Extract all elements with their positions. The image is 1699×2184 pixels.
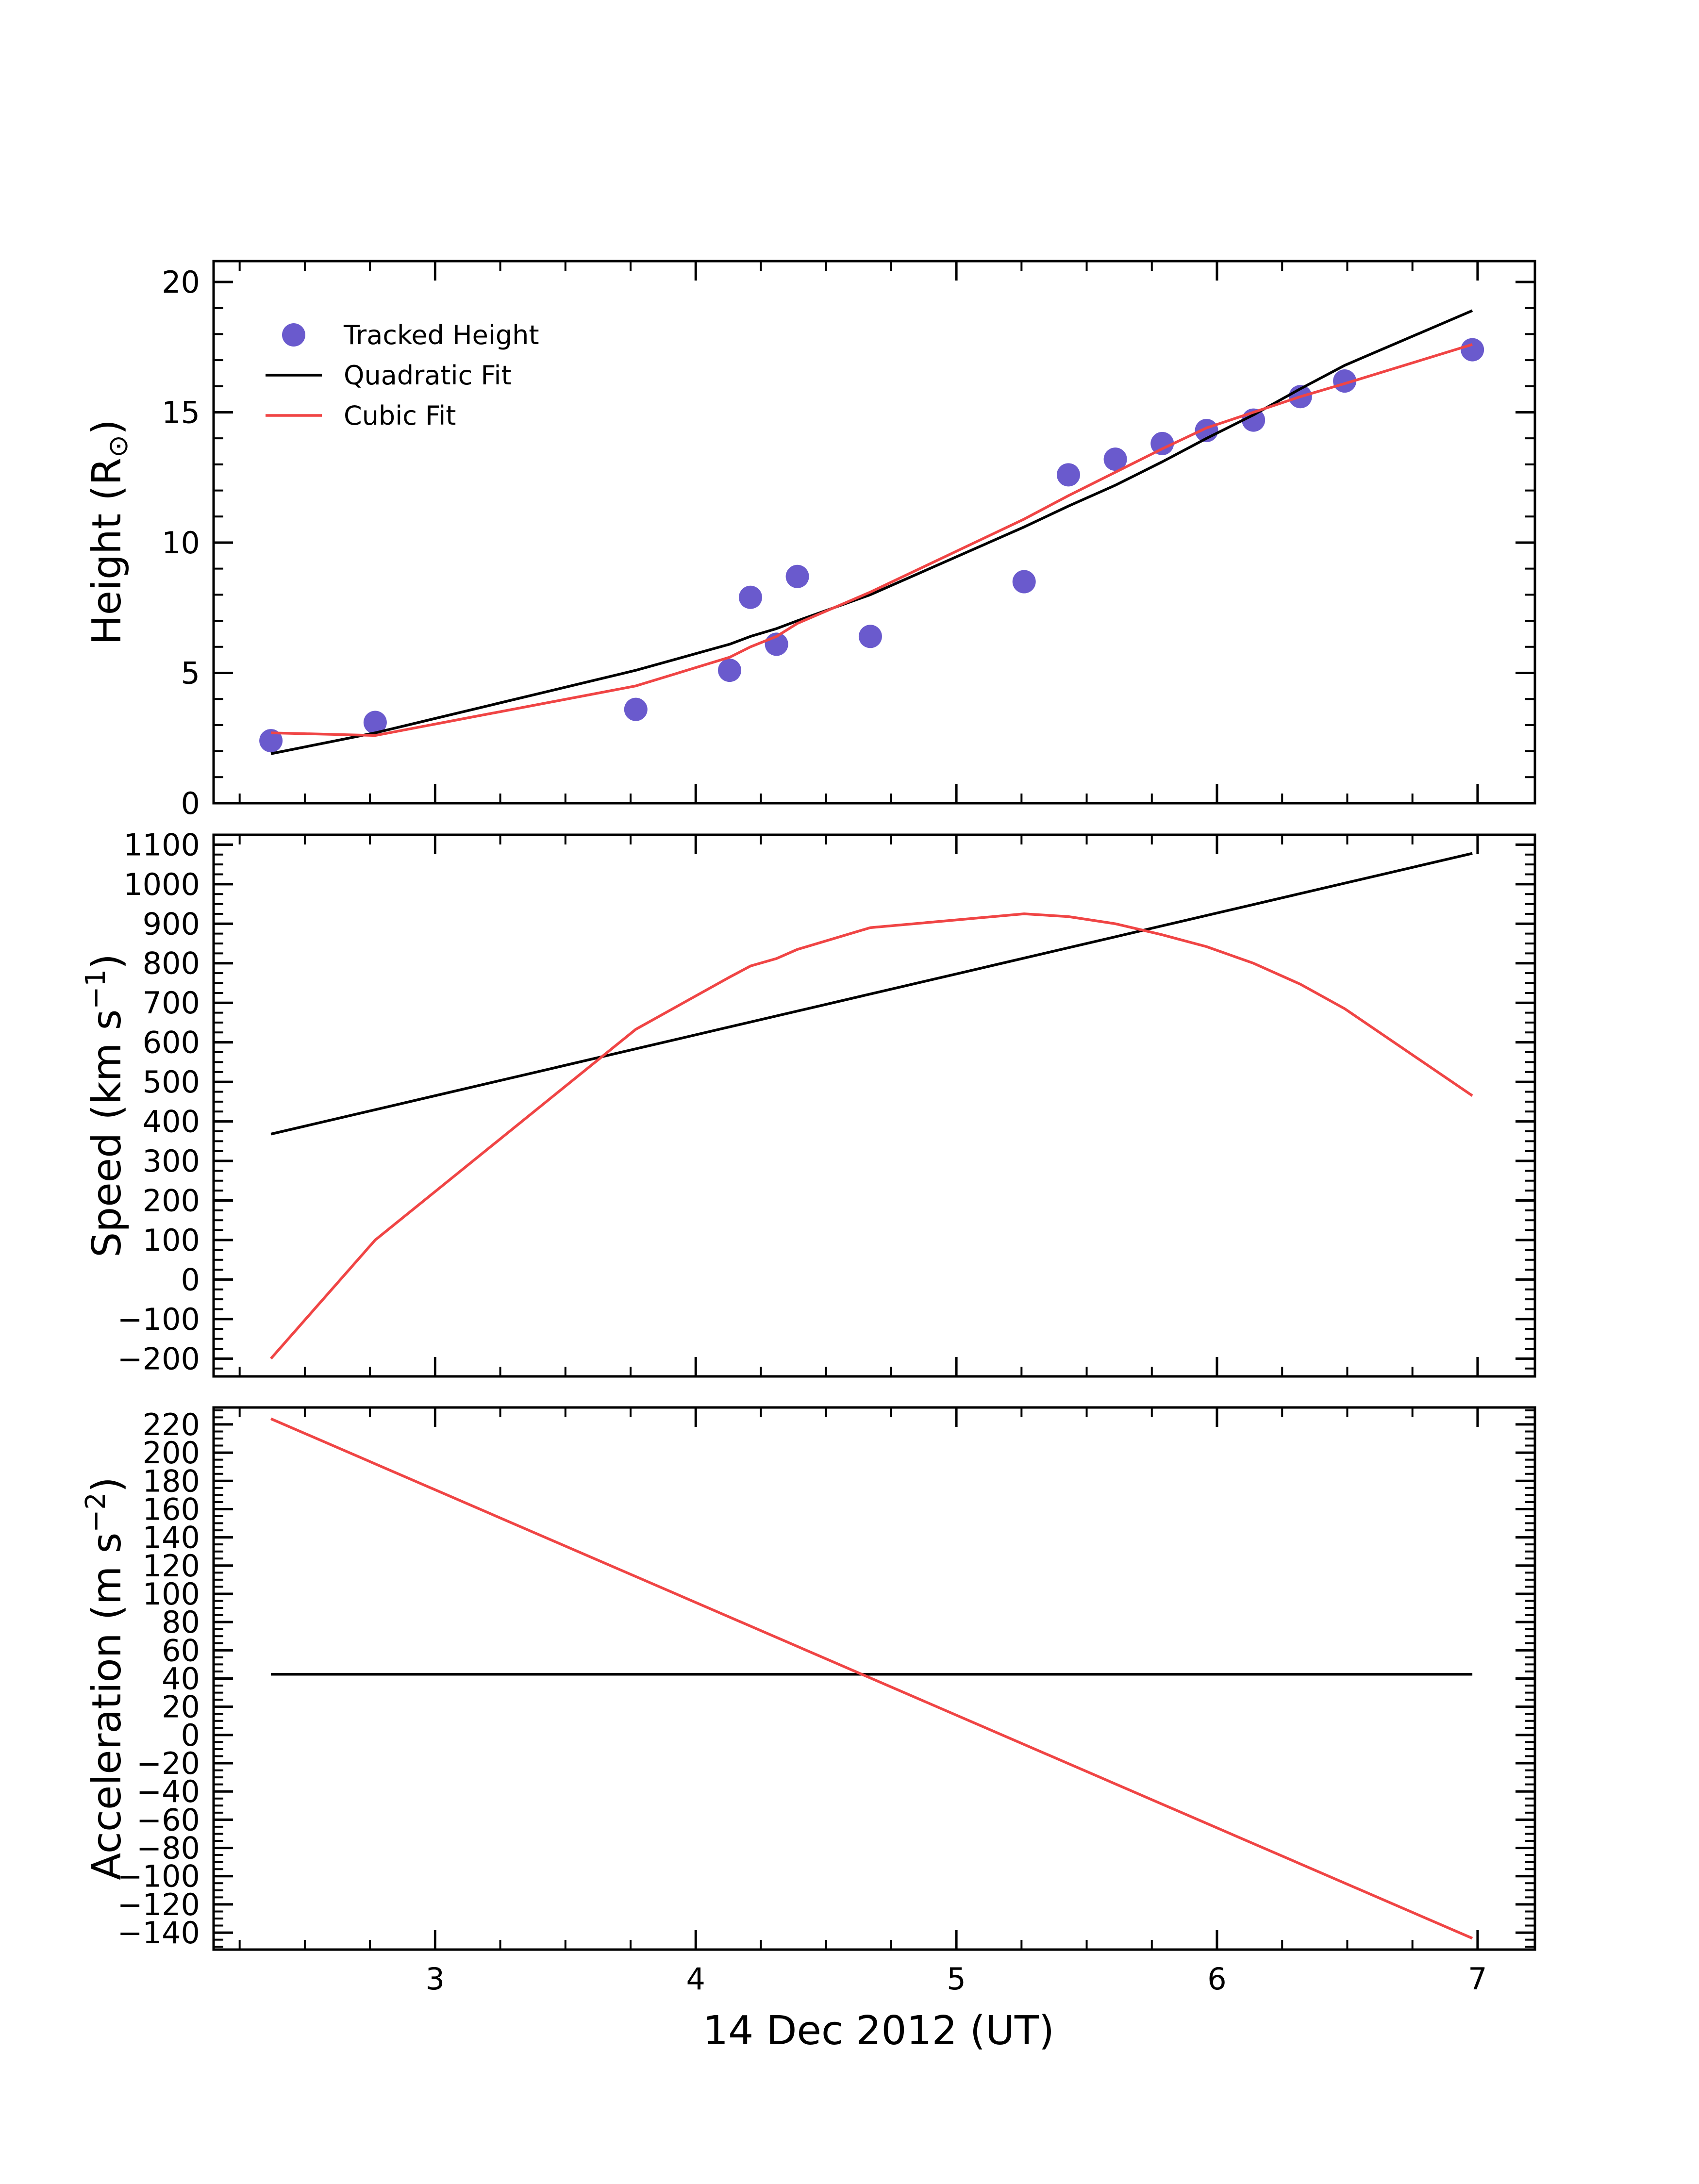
speed-y-tick-label: 800 (143, 946, 200, 981)
acceleration-y-axis-label: Acceleration (m s−2) (80, 1477, 130, 1880)
tracked-height-point (363, 711, 387, 734)
x-tick-label: 7 (1468, 1961, 1487, 1997)
acceleration-y-tick-label: 160 (143, 1491, 200, 1527)
tracked-height-point (1103, 447, 1127, 471)
x-axis-label: 14 Dec 2012 (UT) (703, 2008, 1054, 2054)
tracked-height-point (738, 585, 762, 609)
height-y-tick-label: 5 (181, 655, 200, 691)
height-y-axis-label: Height (R⊙) (84, 419, 134, 645)
speed-y-tick-label: 0 (181, 1262, 200, 1297)
tracked-height-point (1056, 463, 1080, 487)
acceleration-y-tick-label: 0 (181, 1718, 200, 1753)
speed-y-tick-label: 200 (143, 1183, 200, 1219)
tracked-height-point (718, 659, 742, 682)
speed-y-tick-label: 500 (143, 1064, 200, 1100)
height-y-tick-label: 15 (162, 395, 200, 430)
speed-y-tick-label: 300 (143, 1143, 200, 1179)
legend-label: Tracked Height (343, 320, 539, 350)
acceleration-cubic-fit-line (270, 1417, 1473, 1940)
speed-y-axis-label: Speed (km s−1) (80, 954, 130, 1257)
legend-label: Quadratic Fit (344, 360, 512, 391)
acceleration-y-tick-label: 100 (143, 1576, 200, 1612)
tracked-height-point (1012, 570, 1036, 594)
speed-cubic-fit-line (270, 912, 1473, 1360)
speed-quadratic-fit-line (270, 852, 1473, 1136)
legend-marker-tracked-height (282, 323, 305, 347)
x-tick-label: 6 (1207, 1961, 1226, 1997)
speed-y-tick-label: 100 (143, 1223, 200, 1258)
speed-y-tick-label: 700 (143, 985, 200, 1021)
x-tick-label: 3 (426, 1961, 445, 1997)
height-y-tick-label: 0 (181, 786, 200, 821)
acceleration-y-tick-label: −80 (136, 1831, 200, 1866)
acceleration-y-tick-label: −40 (136, 1774, 200, 1809)
acceleration-y-tick-label: 80 (162, 1605, 200, 1640)
acceleration-y-tick-label: 180 (143, 1463, 200, 1499)
speed-y-tick-label: 1100 (123, 827, 200, 862)
height-panel: 0 5 10 15 20 Height (R⊙) Tracked Height Quadrat… (84, 260, 1536, 821)
acceleration-panel: 3 4 5 6 7 −140−120−100−80−60−40−2002040608010… (80, 1406, 1536, 1997)
acceleration-y-tick-label: −60 (136, 1802, 200, 1837)
acceleration-y-tick-label: 20 (162, 1689, 200, 1725)
acceleration-y-tick-label: 140 (143, 1520, 200, 1555)
acceleration-y-tick-label: 220 (143, 1407, 200, 1442)
tracked-height-point (259, 729, 283, 753)
height-frame (212, 260, 1536, 805)
acceleration-y-tick-label: −140 (117, 1915, 200, 1951)
acceleration-y-tick-label: 200 (143, 1435, 200, 1471)
speed-y-tick-label: 600 (143, 1025, 200, 1060)
speed-frame (212, 833, 1536, 1378)
height-y-tick-label: 10 (162, 525, 200, 561)
acceleration-y-tick-label: 40 (162, 1661, 200, 1697)
speed-y-tick-label: 900 (143, 906, 200, 942)
acceleration-y-tick-label: −20 (136, 1746, 200, 1781)
acceleration-y-tick-label: 120 (143, 1548, 200, 1584)
acceleration-y-tick-label: −100 (117, 1859, 200, 1894)
speed-y-tick-label: −100 (117, 1302, 200, 1337)
tracked-height-point (858, 625, 882, 648)
tracked-height-point (1461, 338, 1484, 362)
tracked-height-point (1333, 369, 1357, 393)
height-y-tick-label: 20 (162, 265, 200, 300)
x-tick-label: 4 (686, 1961, 705, 1997)
x-tick-label: 5 (947, 1961, 966, 1997)
tracked-height-point (1150, 431, 1174, 455)
height-cubic-fit-line (271, 343, 1473, 737)
speed-y-tick-label: 400 (143, 1104, 200, 1140)
legend-label: Cubic Fit (344, 400, 456, 431)
speed-y-tick-label: 1000 (123, 867, 200, 902)
legend: Tracked Height Quadratic Fit Cubic Fit (266, 320, 539, 431)
tracked-height-point (624, 697, 648, 721)
speed-y-tick-label: −200 (117, 1341, 200, 1376)
acceleration-y-tick-label: −120 (117, 1887, 200, 1922)
tracked-height-point (785, 564, 809, 588)
acceleration-y-tick-label: 60 (162, 1633, 200, 1668)
